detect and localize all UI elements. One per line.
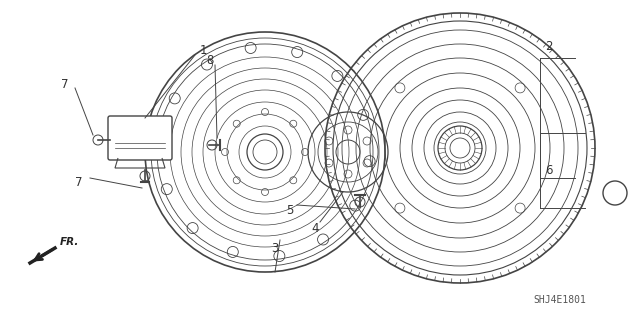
Text: 1: 1 bbox=[200, 43, 207, 56]
Text: 6: 6 bbox=[545, 164, 552, 176]
Text: 3: 3 bbox=[271, 241, 278, 255]
Text: 7: 7 bbox=[76, 175, 83, 189]
Text: 8: 8 bbox=[206, 54, 214, 66]
Text: 2: 2 bbox=[545, 40, 552, 53]
Text: FR.: FR. bbox=[60, 237, 79, 247]
Text: 7: 7 bbox=[61, 78, 68, 92]
Text: 5: 5 bbox=[286, 204, 294, 217]
Text: SHJ4E1801: SHJ4E1801 bbox=[534, 295, 586, 305]
Text: 4: 4 bbox=[311, 221, 319, 234]
FancyBboxPatch shape bbox=[108, 116, 172, 160]
